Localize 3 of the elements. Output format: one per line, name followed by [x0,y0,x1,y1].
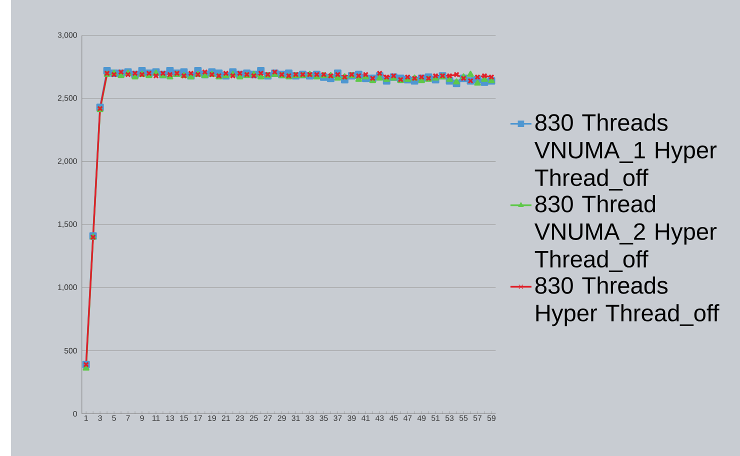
legend-label: 830 Thread VNUMA_2 Hyper Thread_off [534,194,717,272]
legend-label: 830 Threads Hyper Thread_off [535,276,720,326]
legend-label: 830 Threads VNUMA_1 Hyper Thread_off [534,113,717,190]
